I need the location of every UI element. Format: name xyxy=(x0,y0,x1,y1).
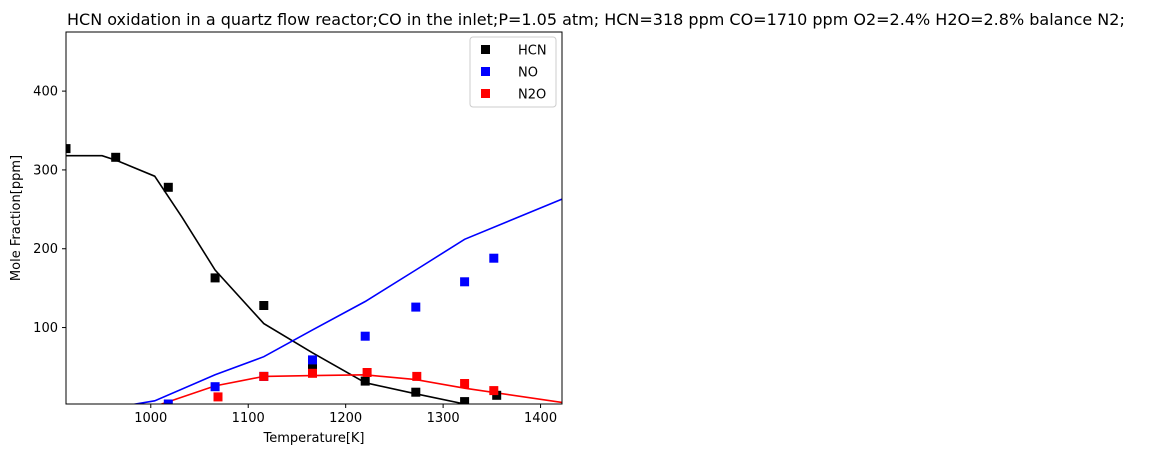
y-tick-label: 400 xyxy=(33,85,58,100)
point-hcn-7 xyxy=(411,387,421,397)
y-tick-label: 300 xyxy=(33,163,58,178)
data-points xyxy=(66,144,502,404)
legend-marker-hcn xyxy=(481,45,490,54)
model-line-2 xyxy=(159,373,562,404)
legend-marker-n2o xyxy=(481,89,490,98)
x-tick-label: 1100 xyxy=(232,411,265,426)
point-hcn-1 xyxy=(111,152,121,162)
legend-marker-no xyxy=(481,67,490,76)
point-no-7 xyxy=(489,253,499,263)
x-axis-label: Temperature[K] xyxy=(262,431,364,446)
point-no-3 xyxy=(308,355,317,365)
point-no-5 xyxy=(411,302,421,312)
legend-label-no: NO xyxy=(518,66,538,81)
plot-frame xyxy=(65,31,563,405)
y-tick-label: 200 xyxy=(33,242,58,257)
point-hcn-0 xyxy=(66,144,71,154)
x-tick-label: 1300 xyxy=(427,411,460,426)
point-n2o-0 xyxy=(213,392,223,402)
x-tick-label: 1400 xyxy=(524,411,557,426)
point-n2o-4 xyxy=(412,371,422,381)
point-n2o-2 xyxy=(308,368,317,378)
y-axis: 100 200 300 400 xyxy=(33,85,66,336)
chart-title: HCN oxidation in a quartz flow reactor;C… xyxy=(67,10,1125,29)
point-hcn-3 xyxy=(210,273,220,283)
point-n2o-6 xyxy=(489,386,499,396)
point-hcn-4 xyxy=(259,301,269,310)
point-no-1 xyxy=(210,382,220,392)
legend-label-hcn: HCN xyxy=(518,44,547,59)
point-n2o-1 xyxy=(259,371,269,381)
legend-box xyxy=(469,36,557,108)
point-hcn-5 xyxy=(308,360,317,370)
x-axis: 1000 1100 1200 1300 1400 xyxy=(134,404,557,426)
y-axis-label: Mole Fraction[ppm] xyxy=(9,155,24,281)
point-hcn-6 xyxy=(360,376,370,386)
point-no-0 xyxy=(163,399,173,404)
point-no-6 xyxy=(460,277,470,287)
y-tick-label: 100 xyxy=(33,321,58,336)
point-hcn-8 xyxy=(460,397,470,404)
x-tick-label: 1200 xyxy=(329,411,362,426)
point-no-4 xyxy=(360,331,370,341)
legend-label-n2o: N2O xyxy=(518,88,546,103)
point-n2o-5 xyxy=(460,379,470,388)
legend: HCN NO N2O xyxy=(469,36,557,108)
point-hcn-2 xyxy=(163,182,173,192)
point-n2o-3 xyxy=(362,368,372,377)
point-hcn-9 xyxy=(492,390,502,400)
x-tick-label: 1000 xyxy=(134,411,167,426)
